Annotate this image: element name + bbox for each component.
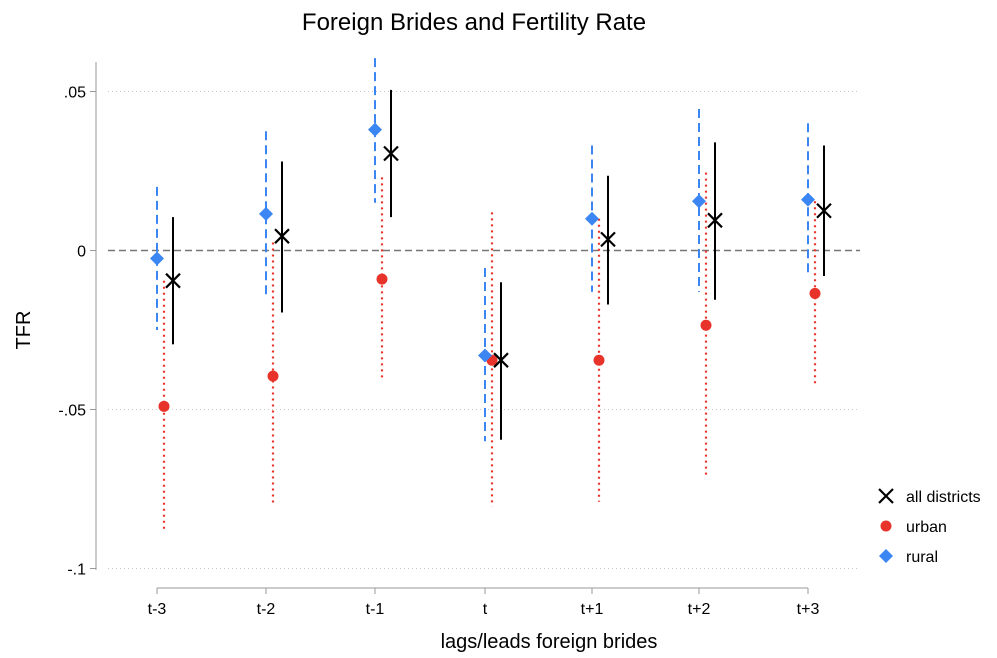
x-tick-label: t+3 xyxy=(797,601,820,618)
x-tick-label: t-3 xyxy=(148,601,167,618)
legend-all-districts-label: all districts xyxy=(906,489,981,506)
all-districts-point xyxy=(383,145,399,162)
legend-urban-label: urban xyxy=(906,519,947,536)
x-tick-label: t+2 xyxy=(688,601,711,618)
legend-rural-label: rural xyxy=(906,549,938,566)
all-districts-point xyxy=(493,352,509,368)
urban-point xyxy=(158,400,170,412)
urban-point xyxy=(376,273,388,285)
all-districts-point xyxy=(600,231,616,248)
legend: all districts urban rural xyxy=(878,488,981,566)
x-axis-label: lags/leads foreign brides xyxy=(441,631,658,653)
x-tick-label: t-2 xyxy=(257,601,276,618)
rural-point xyxy=(368,122,382,137)
axes: .05 0 -.05 -.1 t-3 t-2 t-1 t t+1 t+2 t+3 xyxy=(58,62,819,618)
x-tick-label: t+1 xyxy=(581,601,604,618)
legend-all-districts-marker xyxy=(878,488,894,504)
x-tick-label: t xyxy=(483,601,488,618)
all-districts-point xyxy=(165,272,181,289)
y-axis-label: TFR xyxy=(13,311,35,350)
urban-point xyxy=(700,319,712,331)
legend-rural-marker xyxy=(879,549,893,563)
urban-point xyxy=(267,370,279,382)
y-tick-label: .05 xyxy=(64,85,86,102)
all-districts-point xyxy=(816,202,832,219)
urban-point xyxy=(809,287,821,299)
all-districts-point xyxy=(274,228,290,244)
y-tick-label: -.05 xyxy=(58,403,86,420)
rural-point xyxy=(692,194,706,209)
confidence-intervals xyxy=(156,58,825,532)
x-tick-label: t-1 xyxy=(366,601,385,618)
rural-point xyxy=(478,348,492,363)
chart-title: Foreign Brides and Fertility Rate xyxy=(302,9,646,36)
all-districts-point xyxy=(707,212,723,229)
rural-point xyxy=(259,206,273,221)
rural-point xyxy=(801,192,815,207)
rural-point xyxy=(585,211,599,226)
y-tick-label: 0 xyxy=(77,244,86,261)
legend-urban-marker xyxy=(880,520,892,532)
data-points xyxy=(150,122,832,412)
urban-point xyxy=(593,354,605,366)
y-tick-label: -.1 xyxy=(67,562,86,579)
rural-point xyxy=(150,251,164,266)
